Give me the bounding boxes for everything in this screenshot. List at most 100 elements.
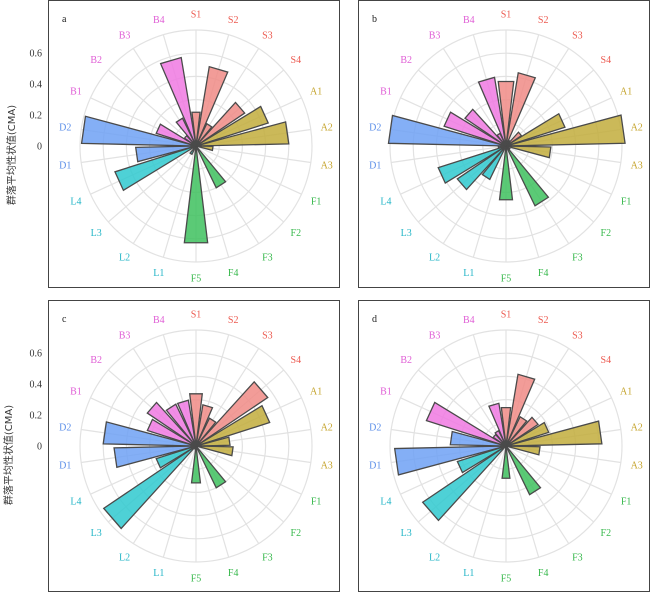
bar-B1 [146,418,197,447]
panel-label: c [62,314,67,325]
category-label-A3: A3 [631,160,643,171]
category-label-D2: D2 [369,423,381,434]
category-label-A2: A2 [631,423,643,434]
category-label-S4: S4 [601,355,612,366]
radial-tick-label: 0.2 [30,411,43,422]
radial-tick-label: 0.6 [30,49,43,60]
bar-D1 [393,445,507,476]
bar-A3 [195,445,234,457]
category-label-F2: F2 [291,528,302,539]
category-label-F4: F4 [538,568,549,579]
category-label-F2: F2 [601,228,612,239]
category-label-F3: F3 [262,553,273,564]
category-labels: S1 S2 S3 S4 A1 A2 A3 F1 F2 F3 F4 F5 L1 L2 L3 L4 D1 D2 B1 B2… [369,310,643,585]
category-label-L3: L3 [401,528,412,539]
category-label-B4: B4 [463,315,475,326]
category-label-S3: S3 [262,331,273,342]
category-label-S2: S2 [538,315,549,326]
bar-F5 [498,145,514,201]
category-label-F4: F4 [538,268,549,279]
bar-A2 [195,121,290,147]
radial-tick-label: 0.6 [30,349,43,360]
category-label-F4: F4 [228,568,239,579]
category-label-A2: A2 [631,123,643,134]
bar-S4 [505,416,540,447]
panel-label: a [62,14,67,25]
category-label-B4: B4 [153,315,165,326]
panel-label: b [372,14,377,25]
category-label-A1: A1 [310,87,322,98]
category-label-F3: F3 [262,253,273,264]
category-label-F2: F2 [601,528,612,539]
category-label-B1: B1 [380,387,392,398]
category-label-A2: A2 [321,123,333,134]
bar-L4 [437,145,507,185]
category-label-B1: B1 [70,387,82,398]
category-label-B3: B3 [119,331,131,342]
category-label-B4: B4 [463,15,475,26]
category-label-S1: S1 [191,10,202,21]
category-label-L2: L2 [429,253,440,264]
bar-L2 [481,145,507,181]
polar-grid [389,329,623,563]
bar-F3 [505,445,542,496]
category-label-S4: S4 [291,355,302,366]
bar-S1 [497,80,515,147]
bar-S3 [195,417,217,447]
bar-L4 [456,445,507,474]
category-label-S1: S1 [501,310,512,321]
category-label-B3: B3 [429,331,441,342]
category-label-B3: B3 [429,31,441,42]
bars [393,373,603,522]
category-label-F1: F1 [311,196,322,207]
category-label-S2: S2 [228,315,239,326]
polar-grid [389,29,623,263]
radial-tick-labels: 0 0.2 0.4 0.6 [30,349,43,453]
category-label-L3: L3 [91,228,102,239]
radial-tick-label: 0.4 [30,80,43,91]
bar-B2 [464,108,507,147]
category-label-B1: B1 [380,87,392,98]
bar-D2 [449,430,507,447]
bar-S3 [505,415,528,447]
category-label-S2: S2 [538,15,549,26]
category-label-S4: S4 [291,55,302,66]
category-labels: S1 S2 S3 S4 A1 A2 A3 F1 F2 F3 F4 F5 L1 L2 L3 L4 D1 D2 B1 B2… [369,10,643,285]
bar-A1 [505,421,550,447]
category-label-D1: D1 [369,160,381,171]
radial-tick-label: 0.4 [30,380,43,391]
bar-A2 [505,114,626,147]
category-label-B2: B2 [400,55,412,66]
category-label-D1: D1 [369,460,381,471]
category-label-L4: L4 [70,196,81,207]
category-label-A1: A1 [620,87,632,98]
bar-F3 [195,445,227,489]
category-label-F3: F3 [572,553,583,564]
bar-S2 [505,373,536,447]
bar-A1 [195,404,271,447]
bar-L3 [102,445,197,530]
panel-c: S1 S2 S3 S4 A1 A2 A3 F1 F2 F3 F4 F5 L1 L2 L3 L4 D1 D2 B1 B2… [30,300,340,592]
category-label-D1: D1 [59,160,71,171]
bar-L4 [155,445,197,469]
category-label-A2: A2 [321,423,333,434]
bar-A3 [505,145,552,159]
bar-S2 [195,65,229,147]
category-label-F5: F5 [501,574,512,585]
category-label-B2: B2 [400,355,412,366]
bars [80,56,290,244]
category-label-F1: F1 [621,496,632,507]
bar-A3 [195,145,214,152]
panel-a: S1 S2 S3 S4 A1 A2 A3 F1 F2 F3 F4 F5 L1 L2 L3 L4 D1 D2 B1 B2… [30,0,340,288]
category-label-D2: D2 [59,123,71,134]
category-label-S3: S3 [572,31,583,42]
bar-B1 [443,111,507,147]
category-label-L2: L2 [119,253,130,264]
category-label-D1: D1 [59,460,71,471]
bar-S1 [500,406,512,447]
category-label-L1: L1 [463,568,474,579]
radial-tick-label: 0.2 [30,111,43,122]
radial-tick-label: 0 [37,442,42,453]
bar-D2 [102,421,197,447]
category-label-F1: F1 [621,196,632,207]
